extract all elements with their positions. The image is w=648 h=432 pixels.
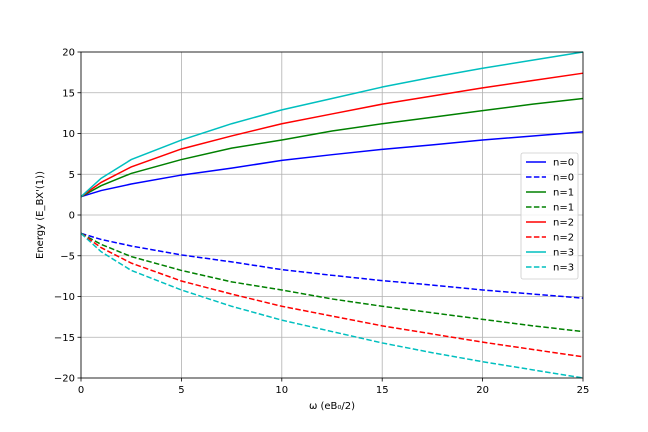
y-tick-label: 5 bbox=[69, 170, 75, 181]
series-line-1 bbox=[80, 232, 584, 299]
x-tick-label: 10 bbox=[275, 385, 288, 396]
y-tick-label: −20 bbox=[54, 374, 75, 385]
legend-box bbox=[520, 152, 579, 280]
legend: n=0 n=0 n=1 n=1 n=2 n=2 n=3 n=3 bbox=[520, 152, 579, 280]
x-tick-label: 0 bbox=[78, 385, 84, 396]
series-line-4 bbox=[80, 72, 584, 198]
legend-label: n=0 bbox=[553, 173, 574, 184]
series-line-6 bbox=[80, 51, 584, 198]
x-tick-label: 20 bbox=[476, 385, 489, 396]
series-line-2 bbox=[80, 97, 584, 198]
legend-label: n=1 bbox=[553, 203, 574, 214]
grid bbox=[80, 51, 584, 379]
legend-label: n=2 bbox=[553, 218, 574, 229]
y-tick-label: −15 bbox=[54, 333, 75, 344]
legend-label: n=3 bbox=[553, 263, 574, 274]
tick-labels: 0 5 10 15 20 25 −20 −15 −10 −5 0 5 10 15 20 bbox=[54, 48, 589, 397]
series-lines bbox=[80, 51, 584, 379]
y-tick-label: 20 bbox=[62, 48, 75, 59]
series-line-7 bbox=[80, 232, 584, 379]
legend-label: n=0 bbox=[553, 158, 574, 169]
axes bbox=[77, 51, 584, 382]
y-tick-label: 15 bbox=[62, 88, 75, 99]
series-line-0 bbox=[80, 131, 584, 198]
series-line-3 bbox=[80, 232, 584, 333]
y-tick-label: 10 bbox=[62, 129, 75, 140]
y-tick-label: −5 bbox=[60, 251, 75, 262]
y-axis-label: Energy (E_BX'(1)) bbox=[35, 171, 46, 259]
x-axis-label: ω (eB₀/2) bbox=[309, 401, 355, 412]
y-tick-label: −10 bbox=[54, 292, 75, 303]
x-tick-label: 15 bbox=[376, 385, 389, 396]
series-line-5 bbox=[80, 232, 584, 358]
x-tick-label: 25 bbox=[577, 385, 590, 396]
legend-label: n=3 bbox=[553, 248, 574, 259]
plot-frame bbox=[80, 51, 584, 379]
legend-label: n=2 bbox=[553, 233, 574, 244]
y-tick-label: 0 bbox=[69, 211, 75, 222]
x-tick-label: 5 bbox=[178, 385, 184, 396]
legend-label: n=1 bbox=[553, 188, 574, 199]
